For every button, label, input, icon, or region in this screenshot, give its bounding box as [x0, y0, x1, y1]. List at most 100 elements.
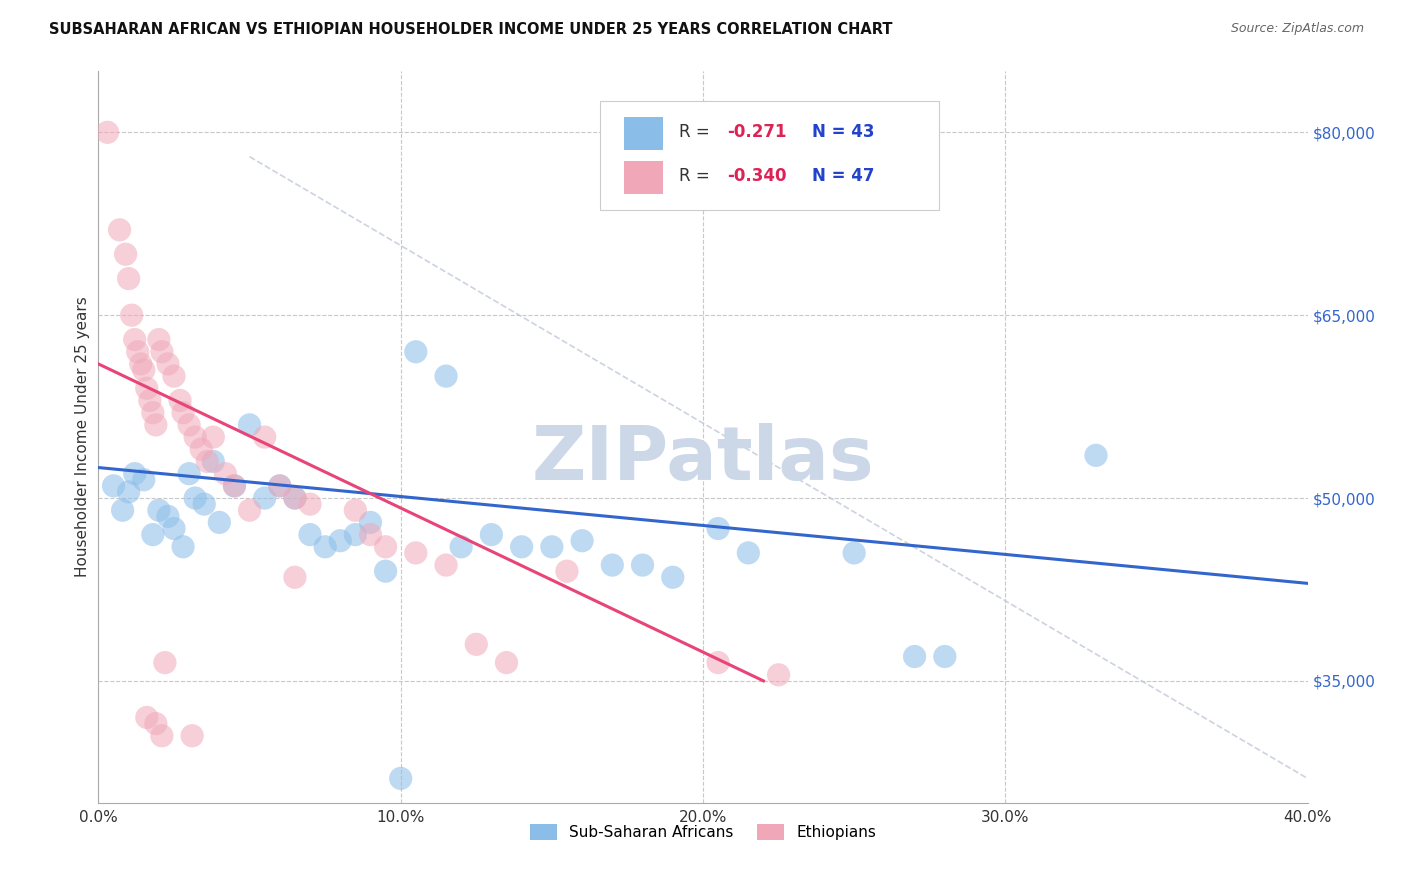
Point [202, 454, 225, 468]
Point [904, 649, 927, 664]
Point [184, 491, 207, 505]
Point [239, 503, 262, 517]
Point [450, 540, 472, 554]
Point [253, 430, 276, 444]
Point [132, 473, 155, 487]
FancyBboxPatch shape [624, 161, 664, 194]
Point [156, 509, 179, 524]
Point [163, 521, 186, 535]
Text: R =: R = [679, 123, 714, 141]
Point [329, 533, 352, 548]
Point [602, 558, 624, 573]
Point [172, 540, 194, 554]
Point [224, 479, 246, 493]
Point [707, 521, 730, 535]
Point [142, 527, 165, 541]
Point [405, 344, 427, 359]
Point [132, 363, 155, 377]
Point [360, 527, 382, 541]
Text: N = 43: N = 43 [811, 123, 875, 141]
Point [150, 344, 173, 359]
Point [103, 479, 125, 493]
Point [129, 357, 152, 371]
Point [124, 467, 146, 481]
Point [253, 491, 276, 505]
Point [510, 540, 533, 554]
Point [153, 656, 176, 670]
Point [284, 491, 307, 505]
Point [150, 729, 173, 743]
Point [224, 479, 246, 493]
Point [124, 333, 146, 347]
Point [156, 357, 179, 371]
Point [190, 442, 212, 457]
Point [269, 479, 291, 493]
Point [135, 381, 157, 395]
Point [344, 527, 367, 541]
Point [118, 271, 141, 285]
Point [768, 667, 790, 681]
Point [360, 516, 382, 530]
Point [299, 497, 322, 511]
Point [1085, 448, 1108, 462]
Point [934, 649, 956, 664]
Point [737, 546, 759, 560]
Point [181, 729, 204, 743]
Point [127, 344, 149, 359]
Point [434, 369, 457, 384]
Point [179, 467, 201, 481]
Text: SUBSAHARAN AFRICAN VS ETHIOPIAN HOUSEHOLDER INCOME UNDER 25 YEARS CORRELATION CH: SUBSAHARAN AFRICAN VS ETHIOPIAN HOUSEHOL… [49, 22, 893, 37]
FancyBboxPatch shape [624, 118, 664, 150]
Point [193, 497, 215, 511]
Point [269, 479, 291, 493]
Point [111, 503, 134, 517]
Text: N = 47: N = 47 [811, 167, 875, 185]
Text: -0.340: -0.340 [727, 167, 787, 185]
Point [145, 417, 167, 432]
Point [108, 223, 131, 237]
Point [179, 417, 201, 432]
Point [214, 467, 236, 481]
Point [299, 527, 322, 541]
Point [284, 491, 307, 505]
Text: ZIPatlas: ZIPatlas [531, 423, 875, 496]
Point [184, 430, 207, 444]
Point [172, 406, 194, 420]
Point [495, 656, 517, 670]
Point [707, 656, 730, 670]
Point [96, 125, 118, 139]
Point [555, 564, 578, 578]
Text: Source: ZipAtlas.com: Source: ZipAtlas.com [1230, 22, 1364, 36]
Point [145, 716, 167, 731]
Point [465, 637, 488, 651]
Point [148, 333, 170, 347]
Point [169, 393, 191, 408]
Point [661, 570, 683, 584]
Point [208, 516, 231, 530]
Point [405, 546, 427, 560]
Point [121, 308, 143, 322]
Point [135, 710, 157, 724]
Point [142, 406, 165, 420]
Point [239, 417, 262, 432]
Point [389, 772, 412, 786]
Point [481, 527, 503, 541]
Legend: Sub-Saharan Africans, Ethiopians: Sub-Saharan Africans, Ethiopians [523, 818, 883, 847]
Point [344, 503, 367, 517]
Point [571, 533, 593, 548]
Point [374, 564, 396, 578]
Point [844, 546, 866, 560]
Point [202, 430, 225, 444]
Point [195, 454, 218, 468]
Point [118, 485, 141, 500]
Text: -0.271: -0.271 [727, 123, 787, 141]
Point [540, 540, 562, 554]
Point [314, 540, 336, 554]
Point [284, 570, 307, 584]
Point [374, 540, 396, 554]
Point [163, 369, 186, 384]
Point [434, 558, 457, 573]
Y-axis label: Householder Income Under 25 years: Householder Income Under 25 years [75, 297, 90, 577]
FancyBboxPatch shape [600, 101, 939, 211]
Point [139, 393, 162, 408]
